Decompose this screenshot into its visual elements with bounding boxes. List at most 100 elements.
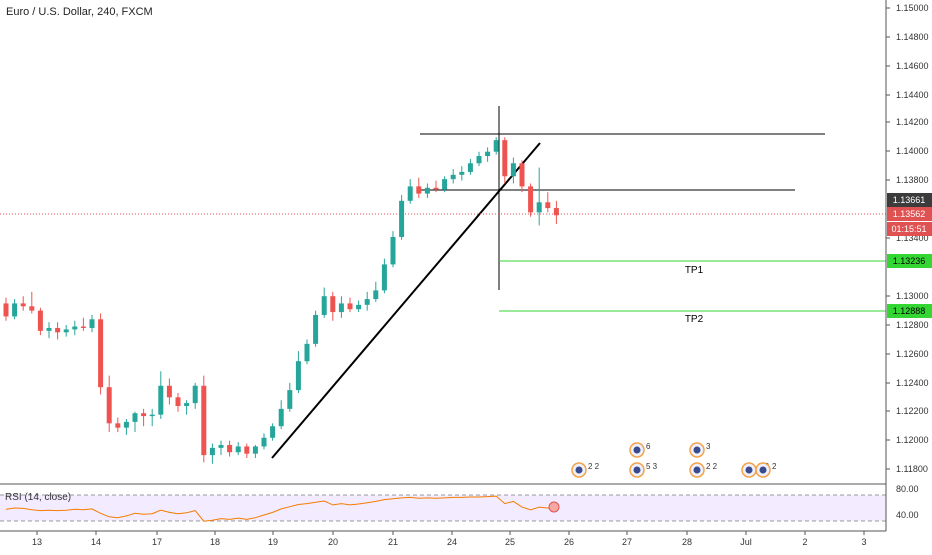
candle-body[interactable]: [158, 385, 164, 415]
candle-body[interactable]: [304, 343, 310, 362]
candle-body[interactable]: [364, 299, 370, 305]
candle-body[interactable]: [295, 361, 301, 391]
candle-body[interactable]: [416, 186, 422, 194]
candle-body[interactable]: [252, 446, 258, 454]
candle-body[interactable]: [261, 437, 267, 447]
time-axis[interactable]: 13 14 17 18 19 20 21 24 25 26 27 28 Jul 2 3: [32, 531, 867, 547]
candle-body[interactable]: [201, 385, 207, 456]
candle-body[interactable]: [356, 304, 362, 310]
candle-body[interactable]: [330, 296, 336, 313]
candle-body[interactable]: [338, 303, 344, 313]
candle-body[interactable]: [3, 303, 9, 317]
candle-body[interactable]: [442, 179, 448, 190]
candle-body[interactable]: [433, 187, 439, 190]
candle-body[interactable]: [407, 186, 413, 201]
candle-body[interactable]: [244, 446, 250, 454]
trendline[interactable]: [271, 142, 541, 459]
candle-body[interactable]: [450, 174, 456, 180]
candle-body[interactable]: [476, 156, 482, 164]
price-tick-label: 1.13400: [896, 233, 929, 243]
candle-body[interactable]: [20, 303, 26, 307]
price-tick-label: 1.12800: [896, 320, 929, 330]
event-count: 2 2: [706, 462, 718, 471]
candle-body[interactable]: [141, 413, 147, 417]
time-tick-label: 3: [861, 537, 866, 547]
time-tick-label: 24: [447, 537, 457, 547]
candle-body[interactable]: [381, 264, 387, 291]
candle-body[interactable]: [166, 385, 172, 398]
candle-body[interactable]: [115, 423, 121, 428]
candle-body[interactable]: [72, 326, 78, 330]
candle-body[interactable]: [502, 140, 508, 177]
candle-body[interactable]: [373, 290, 379, 300]
time-tick-label: 27: [622, 537, 632, 547]
candle-body[interactable]: [55, 327, 61, 333]
candle-body[interactable]: [123, 421, 129, 428]
rsi-pane[interactable]: RSI (14, close): [0, 492, 886, 522]
event-flag-core-icon: [693, 446, 701, 454]
candle-body[interactable]: [89, 319, 95, 328]
last-price: 1.13562: [893, 209, 926, 219]
candle-body[interactable]: [390, 236, 396, 265]
candle-body[interactable]: [132, 413, 138, 422]
event-flag-core-icon: [633, 446, 641, 454]
candle-body[interactable]: [80, 326, 86, 328]
candle-body[interactable]: [278, 408, 284, 427]
price-tick-label: 1.13000: [896, 291, 929, 301]
time-tick-label: 28: [682, 537, 692, 547]
candle-body[interactable]: [106, 387, 112, 424]
candle-body[interactable]: [459, 171, 465, 175]
candle-body[interactable]: [63, 329, 69, 333]
candle-body[interactable]: [424, 187, 430, 194]
candle-body[interactable]: [313, 314, 319, 344]
candle-body[interactable]: [12, 303, 18, 317]
candle-body[interactable]: [510, 163, 516, 177]
rsi-line: [5, 495, 557, 522]
candle-body[interactable]: [493, 140, 499, 152]
tp2-label: TP2: [685, 314, 704, 325]
candle-body[interactable]: [553, 208, 559, 216]
candle-body[interactable]: [528, 186, 534, 213]
event-icon[interactable]: 2: [755, 462, 777, 478]
price-tick-label: 1.12400: [896, 378, 929, 388]
candle-body[interactable]: [98, 319, 104, 388]
event-icon[interactable]: 3: [689, 442, 711, 458]
candle-body[interactable]: [536, 202, 542, 213]
event-flag-core-icon: [693, 466, 701, 474]
event-icon[interactable]: 2 2: [689, 462, 718, 478]
rsi-axis: 80.00 40.00: [896, 484, 919, 520]
candle-body[interactable]: [545, 202, 551, 209]
candle-body[interactable]: [209, 447, 215, 456]
candle-body[interactable]: [175, 397, 181, 406]
candle-body[interactable]: [46, 327, 52, 331]
candle-body[interactable]: [321, 296, 327, 315]
candle-body[interactable]: [399, 200, 405, 237]
candle-body[interactable]: [29, 306, 35, 311]
event-count: 5 3: [646, 462, 658, 471]
price-tick-label: 1.14600: [896, 61, 929, 71]
tp1-label: TP1: [685, 265, 704, 276]
price-tick-label: 1.15000: [896, 3, 929, 13]
candle-body[interactable]: [235, 446, 241, 453]
event-icon[interactable]: 5 3: [629, 462, 658, 478]
candle-body[interactable]: [192, 385, 198, 404]
candle-body[interactable]: [227, 444, 233, 453]
event-icon[interactable]: 6: [629, 442, 651, 458]
candle-body[interactable]: [37, 310, 43, 331]
price-axis[interactable]: 1.15000 1.14800 1.14600 1.14400 1.14200 1.140…: [886, 3, 929, 474]
event-icon[interactable]: 2 2: [571, 462, 600, 478]
candle-body[interactable]: [218, 444, 224, 448]
candle-body[interactable]: [467, 163, 473, 172]
candle-body[interactable]: [184, 403, 190, 406]
candle-body[interactable]: [287, 390, 293, 409]
candle-body[interactable]: [270, 426, 276, 438]
candle-body[interactable]: [519, 163, 525, 187]
price-tick-label: 1.12600: [896, 349, 929, 359]
candle-body[interactable]: [347, 303, 353, 310]
price-labels: 1.13661 1.13562 01:15:51 1.13236 1.12888: [887, 193, 932, 318]
event-flag-core-icon: [633, 466, 641, 474]
time-tick-label: 20: [328, 537, 338, 547]
candle-body[interactable]: [485, 151, 491, 157]
candle-body[interactable]: [149, 414, 155, 417]
